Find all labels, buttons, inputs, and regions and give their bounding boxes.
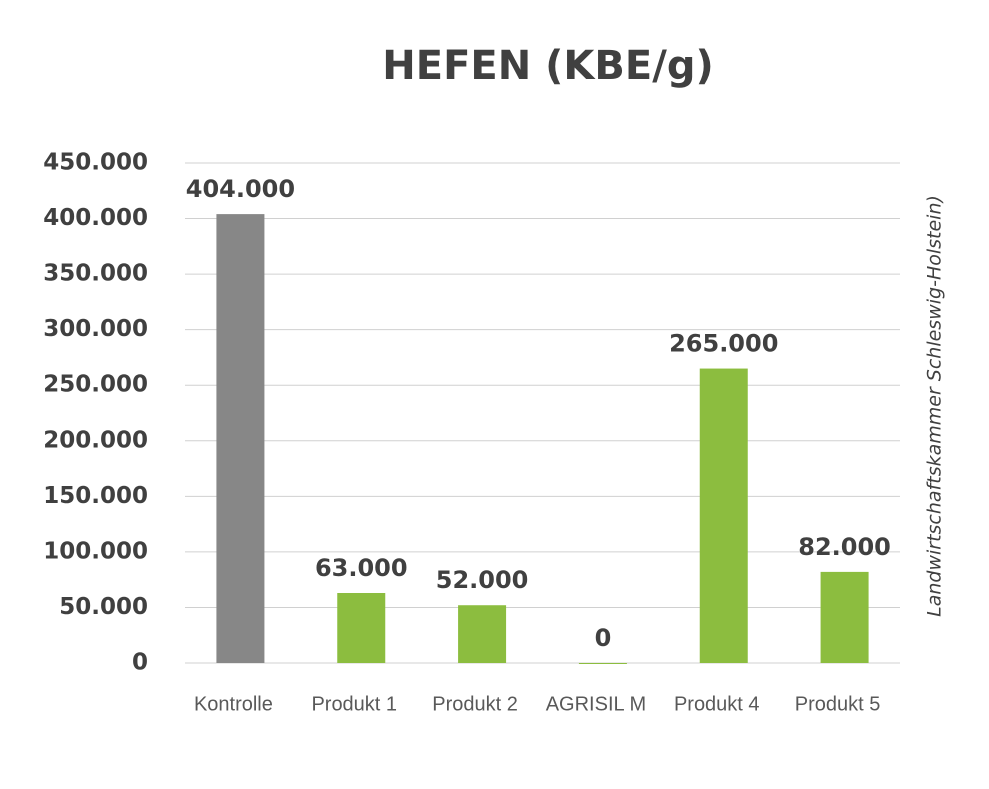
y-tick-label: 150.000 [43,483,148,509]
bar [216,214,265,663]
value-label: 265.000 [669,330,778,358]
value-label: 404.000 [186,175,295,203]
bar [699,368,748,663]
y-tick-label: 0 [132,650,148,676]
y-tick-label: 300.000 [43,316,148,342]
x-tick-label: Produkt 1 [311,693,397,715]
x-tick-label: Produkt 2 [432,693,518,715]
bar [337,593,386,663]
y-tick-label: 250.000 [43,372,148,398]
y-tick-label: 200.000 [43,427,148,453]
x-tick-label: AGRISIL M [546,693,646,715]
bar [820,571,869,663]
y-tick-label: 350.000 [43,261,148,287]
y-tick-label: 400.000 [43,205,148,231]
x-tick-label: Produkt 4 [674,693,760,715]
value-label: 63.000 [315,554,408,582]
source-note: Landwirtschaftskammer Schleswig-Holstein… [924,195,946,617]
x-tick-label: Produkt 5 [795,693,881,715]
value-label: 0 [595,624,612,652]
y-tick-label: 50.000 [59,594,148,620]
value-label: 82.000 [798,533,891,561]
x-tick-label: Kontrolle [194,693,273,715]
y-tick-label: 100.000 [43,538,148,564]
y-tick-label: 450.000 [43,150,148,176]
bar [578,663,627,664]
chart-title: HEFEN (KBE/g) [382,43,713,89]
value-label: 52.000 [436,566,529,594]
bar [458,605,507,663]
